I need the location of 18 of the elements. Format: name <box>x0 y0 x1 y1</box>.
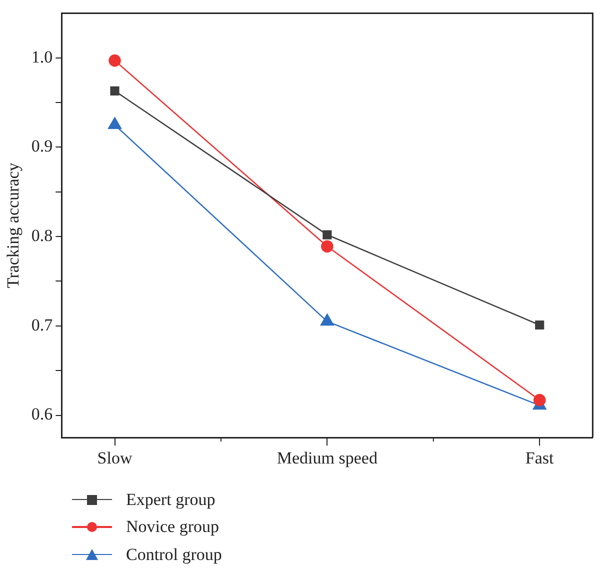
point <box>321 240 334 253</box>
point <box>108 54 121 67</box>
y-tick-label: 0.9 <box>31 136 53 156</box>
point <box>533 394 546 406</box>
point <box>535 320 544 330</box>
y-tick-label: 0.8 <box>31 226 53 246</box>
legend-label: Novice group <box>126 517 220 538</box>
point <box>322 230 332 240</box>
point <box>110 86 120 96</box>
legend-label: Expert group <box>126 490 216 510</box>
x-tick-label: Fast <box>525 448 554 468</box>
y-tick-label: 0.6 <box>31 404 53 424</box>
x-tick-label: Medium speed <box>276 448 378 468</box>
legend-label: Control group <box>126 544 222 565</box>
y-tick-label: 0.7 <box>31 315 54 334</box>
x-tick-label: Slow <box>97 448 133 468</box>
y-tick-label: 1.0 <box>31 47 53 66</box>
y-axis-title: Tracking accuracy <box>4 162 23 288</box>
